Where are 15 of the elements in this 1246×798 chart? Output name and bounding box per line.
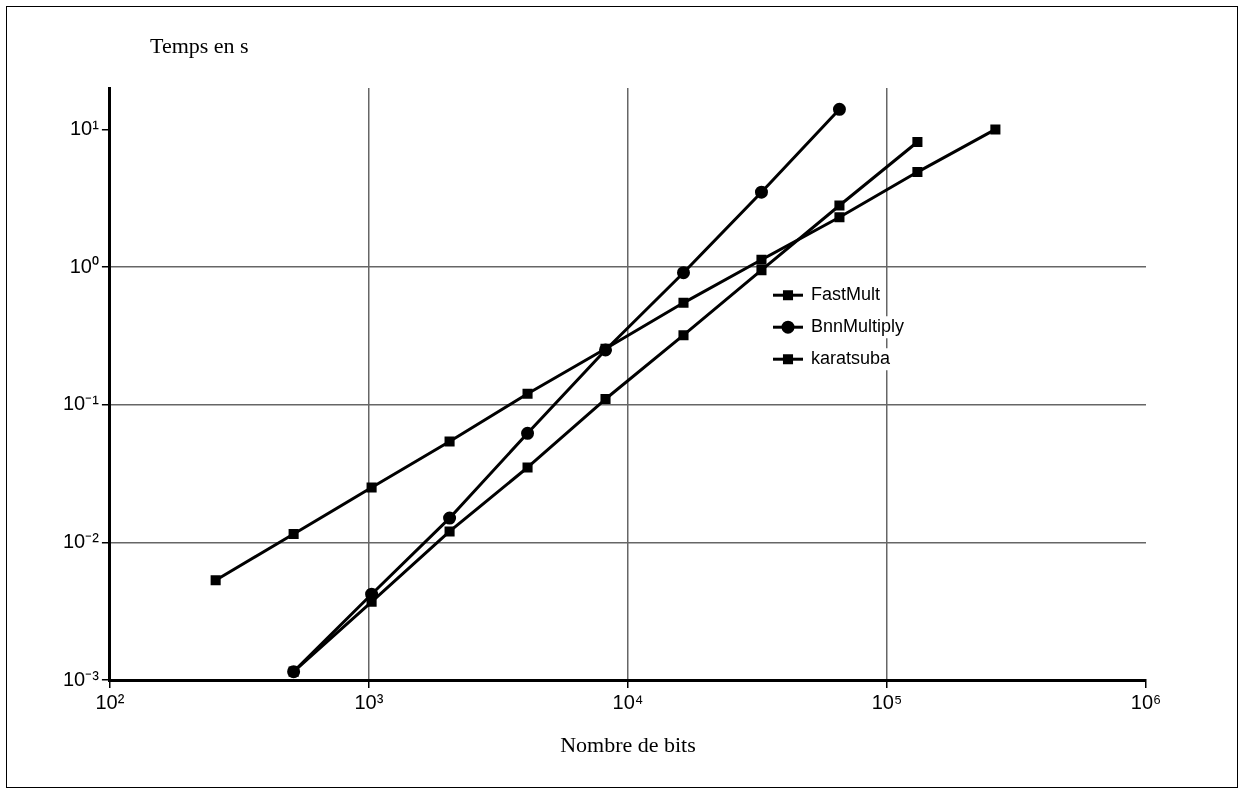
legend-label: BnnMultiply [811,316,905,337]
y-axis-title: Temps en s [150,32,249,58]
y-tick-label: 10¹ [70,116,100,139]
x-tick-label: 10⁵ [871,690,903,713]
x-tick-label: 10⁴ [612,690,644,713]
y-tick-label: 10⁻³ [63,667,100,690]
legend-label: FastMult [811,284,881,305]
y-tick-label: 10⁻¹ [63,392,100,415]
x-tick-label: 10³ [354,690,384,713]
x-axis-title: Nombre de bits [560,731,696,757]
y-tick-label: 10⁻² [63,529,100,552]
legend-label: karatsuba [811,348,892,369]
x-tick-label: 10⁶ [1130,690,1162,713]
x-tick-label: 10² [95,690,125,713]
y-tick-label: 10⁰ [69,254,99,277]
